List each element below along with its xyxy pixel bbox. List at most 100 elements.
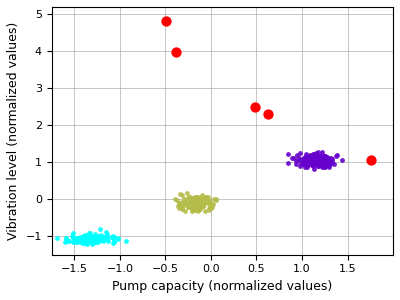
Point (308, 160, 314, 165)
Point (94, 235, 101, 240)
Point (303, 164, 310, 169)
Point (307, 153, 313, 158)
Point (318, 154, 325, 159)
Point (202, 198, 208, 203)
Point (80, 236, 86, 240)
Point (90, 238, 96, 242)
Point (198, 200, 204, 205)
Point (208, 202, 214, 207)
Point (63, 238, 70, 243)
Point (321, 154, 327, 159)
Point (94, 235, 100, 240)
Point (91, 236, 97, 241)
Point (320, 154, 327, 159)
Point (320, 161, 326, 166)
Point (105, 238, 111, 243)
Point (94, 235, 100, 240)
Point (196, 197, 202, 202)
Point (76, 238, 82, 243)
Point (194, 194, 201, 199)
Point (312, 157, 318, 162)
Point (111, 240, 117, 244)
Point (65, 238, 72, 243)
Point (308, 160, 314, 165)
Point (300, 162, 306, 167)
Point (196, 196, 202, 200)
Point (90, 239, 97, 244)
Point (190, 198, 197, 203)
Point (192, 201, 198, 206)
Point (310, 152, 316, 156)
Point (190, 206, 196, 210)
Point (94, 238, 100, 243)
Point (194, 205, 200, 210)
Point (88, 233, 94, 238)
Point (327, 158, 333, 162)
Point (301, 156, 308, 161)
Point (305, 154, 312, 159)
Point (190, 208, 196, 213)
Point (198, 197, 205, 202)
Point (311, 160, 318, 165)
Point (307, 158, 314, 163)
Point (323, 158, 330, 163)
Point (89, 236, 96, 241)
Point (317, 160, 323, 165)
Point (308, 156, 314, 161)
Point (322, 164, 328, 169)
Point (97, 238, 103, 243)
Point (88, 235, 95, 240)
Point (83, 241, 90, 245)
Point (313, 159, 319, 164)
Point (310, 152, 317, 157)
Point (265, 112, 272, 117)
Point (317, 159, 324, 164)
Point (306, 161, 312, 166)
Point (317, 161, 323, 166)
Point (163, 19, 170, 23)
Point (83, 236, 90, 241)
Point (190, 196, 196, 200)
Point (86, 236, 93, 240)
Point (293, 158, 299, 163)
Point (315, 150, 321, 154)
Point (90, 236, 96, 241)
Point (311, 155, 318, 160)
Point (332, 154, 339, 158)
Point (86, 236, 92, 241)
Point (92, 235, 98, 240)
Point (84, 241, 90, 246)
Point (82, 235, 88, 240)
Point (83, 235, 89, 240)
Point (188, 196, 195, 200)
Point (189, 209, 195, 214)
Point (312, 160, 318, 164)
Point (88, 239, 94, 244)
Point (172, 196, 178, 201)
Point (328, 156, 335, 161)
Point (316, 160, 322, 165)
Point (190, 202, 197, 207)
Point (94, 239, 100, 244)
Point (85, 236, 92, 241)
Point (311, 157, 318, 162)
Point (103, 237, 110, 242)
Point (194, 198, 200, 203)
Point (326, 161, 333, 166)
Point (311, 160, 318, 165)
Point (310, 159, 316, 164)
Point (315, 155, 322, 160)
Point (197, 206, 204, 211)
Point (85, 235, 91, 240)
Point (115, 236, 121, 240)
Point (66, 239, 72, 244)
Point (302, 155, 308, 160)
Point (183, 197, 189, 202)
Point (81, 236, 88, 241)
Point (309, 156, 315, 161)
Point (178, 207, 185, 212)
Point (88, 235, 95, 239)
Point (316, 154, 322, 159)
Point (305, 160, 312, 164)
Point (174, 198, 180, 203)
